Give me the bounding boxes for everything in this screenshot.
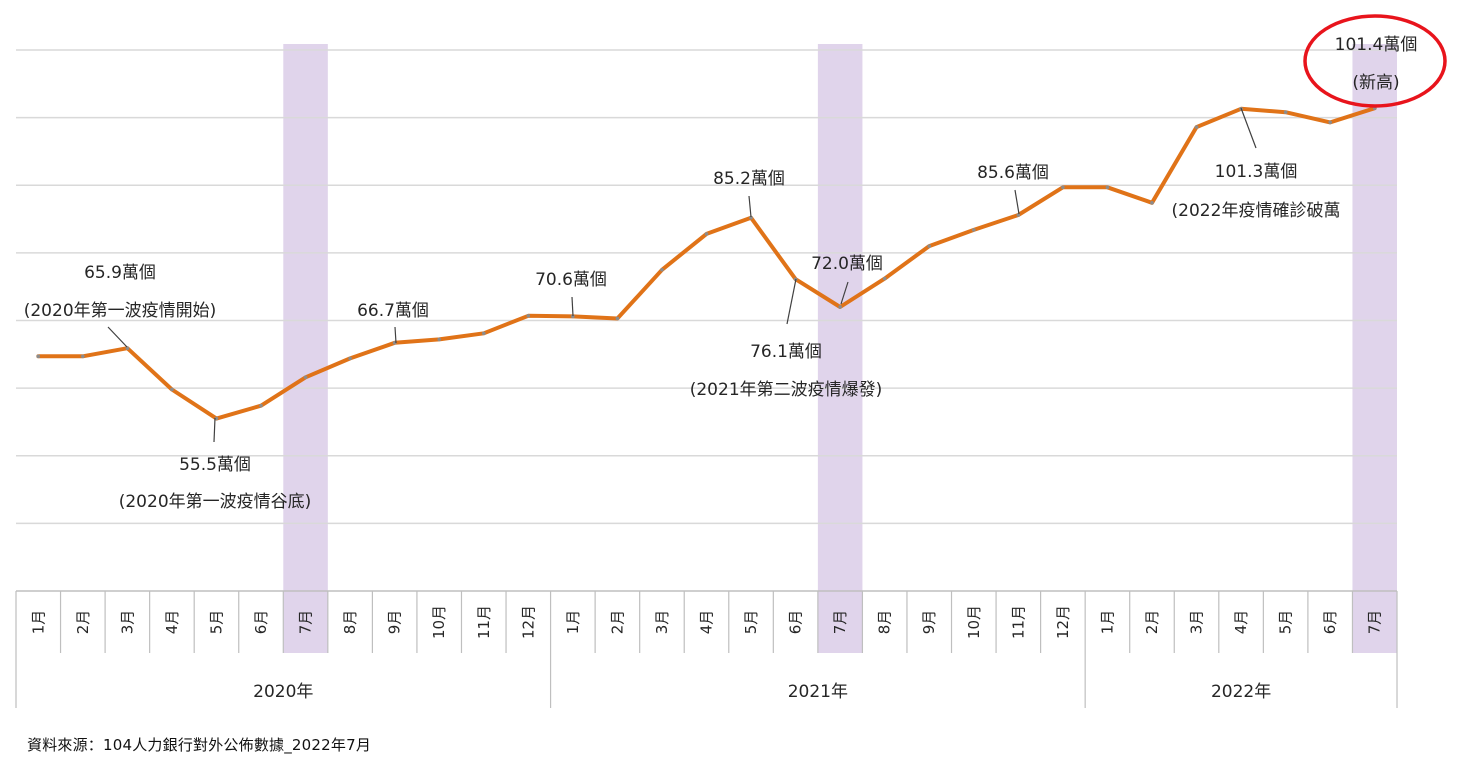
- annotation-leader-line: [748, 195, 752, 218]
- month-label: 6月: [1321, 610, 1339, 635]
- annotation-label: 85.2萬個: [713, 169, 785, 189]
- new-high-callout-ellipse: [1303, 14, 1447, 108]
- month-label: 12月: [1054, 605, 1072, 639]
- highlight-band: [1352, 44, 1397, 653]
- annotation-label: 55.5萬個: [179, 455, 251, 475]
- x-axis: 1月 2月 3月 4月 5月 6月 7月 8月 9月 10月 11月 12月 2020年 1月 2月 3月 4月…: [15, 590, 1398, 708]
- data-point-marker: [1016, 213, 1021, 217]
- annotation-label: (2022年疫情確診破萬: [1172, 201, 1341, 221]
- data-point-marker: [170, 387, 174, 392]
- data-annotations: 65.9萬個 (2020年第一波疫情開始) 55.5萬個 (2020年第一波疫情谷底)…: [24, 35, 1418, 512]
- month-label: 3月: [653, 610, 671, 635]
- year-label: 2020年: [253, 682, 313, 702]
- annotation-label: 65.9萬個: [84, 263, 156, 283]
- data-point-marker: [125, 346, 130, 351]
- month-label: 9月: [386, 610, 404, 635]
- month-label: 4月: [698, 610, 716, 635]
- data-point-marker: [1105, 185, 1110, 190]
- data-point-marker: [1283, 110, 1288, 115]
- data-point-marker: [571, 314, 575, 319]
- annotation-leader-line: [786, 278, 797, 325]
- month-label: 7月: [1366, 610, 1384, 635]
- month-label: 10月: [430, 605, 448, 639]
- month-label: 5月: [1277, 610, 1295, 635]
- callout-ellipse: [1303, 14, 1447, 108]
- highlight-bands: [283, 44, 1397, 653]
- month-label: 1月: [564, 610, 582, 635]
- month-label: 3月: [118, 610, 136, 635]
- data-point-marker: [660, 267, 664, 272]
- data-point-marker: [81, 354, 85, 359]
- month-label: 9月: [920, 610, 938, 635]
- month-label: 6月: [252, 610, 270, 635]
- data-point-marker: [437, 337, 442, 342]
- month-label: 7月: [297, 610, 315, 635]
- month-label: 4月: [163, 610, 181, 635]
- data-point-marker: [927, 244, 932, 248]
- data-point-marker: [526, 313, 531, 318]
- month-label: 12月: [519, 605, 537, 639]
- annotation-leader-line: [1240, 107, 1257, 149]
- month-label: 4月: [1232, 610, 1250, 635]
- month-label: 3月: [1188, 610, 1206, 635]
- data-series-line: [36, 106, 1377, 421]
- data-point-marker: [704, 232, 709, 236]
- annotation-label: 72.0萬個: [811, 254, 883, 274]
- annotation-label: (新高): [1352, 73, 1399, 93]
- annotation-leader-line: [107, 326, 128, 348]
- series-line: [36, 106, 1377, 421]
- gridlines: [16, 49, 1397, 525]
- data-point-marker: [1061, 185, 1065, 190]
- month-label: 8月: [876, 610, 894, 635]
- data-source-note: 資料來源：104人力銀行對外公佈數據_2022年7月: [27, 736, 372, 754]
- month-label: 2月: [608, 610, 626, 635]
- highlight-band: [283, 44, 328, 653]
- data-point-marker: [1150, 201, 1154, 205]
- month-label: 1月: [1098, 610, 1116, 635]
- data-point-marker: [882, 276, 887, 281]
- annotation-leader-line: [394, 326, 397, 344]
- data-point-marker: [481, 331, 486, 336]
- annotation-label: 101.3萬個: [1215, 162, 1298, 182]
- data-point-marker: [36, 354, 41, 359]
- month-label: 11月: [475, 605, 493, 639]
- annotation-label: 70.6萬個: [535, 270, 607, 290]
- annotation-leader-line: [840, 281, 849, 305]
- month-label: 5月: [207, 610, 225, 635]
- data-point-marker: [214, 416, 219, 421]
- month-label: 2月: [1143, 610, 1161, 635]
- annotation-label: 66.7萬個: [357, 301, 429, 321]
- year-label: 2021年: [788, 682, 848, 702]
- annotation-label: 85.6萬個: [977, 163, 1049, 183]
- month-label: 10月: [965, 605, 983, 639]
- data-point-marker: [303, 375, 308, 380]
- highlight-band: [817, 44, 863, 653]
- annotation-label: (2020年第一波疫情開始): [24, 301, 217, 321]
- month-label: 5月: [742, 610, 760, 635]
- annotation-label: 101.4萬個: [1335, 35, 1418, 55]
- annotation-label: (2021年第二波疫情爆發): [690, 380, 883, 400]
- annotation-leader-line: [213, 417, 216, 443]
- data-point-marker: [971, 228, 976, 232]
- data-point-marker: [838, 305, 842, 309]
- month-label: 6月: [787, 610, 805, 635]
- annotation-label: 76.1萬個: [750, 342, 822, 362]
- month-label: 1月: [29, 610, 47, 635]
- annotation-leader-line: [1014, 189, 1020, 215]
- data-point-marker: [1328, 120, 1332, 125]
- data-point-marker: [1194, 125, 1199, 129]
- month-label: 7月: [831, 610, 849, 635]
- data-point-marker: [259, 403, 263, 408]
- month-label: 2月: [74, 610, 92, 635]
- annotation-label: (2020年第一波疫情谷底): [119, 492, 312, 512]
- year-label: 2022年: [1211, 682, 1271, 702]
- data-point-marker: [615, 316, 620, 321]
- month-label: 8月: [341, 610, 359, 635]
- annotation-leader-line: [571, 296, 574, 317]
- data-point-marker: [348, 356, 352, 361]
- data-point-marker: [749, 215, 753, 220]
- month-label: 11月: [1009, 605, 1027, 639]
